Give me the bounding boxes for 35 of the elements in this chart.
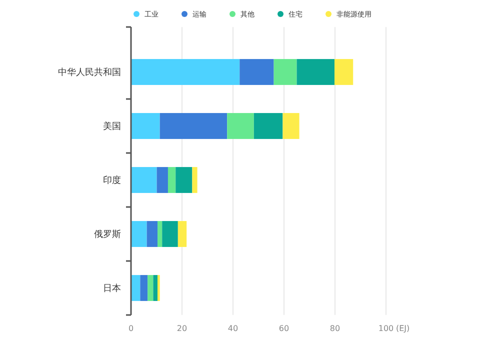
bar <box>146 221 158 247</box>
bar <box>227 113 254 139</box>
bar <box>131 221 147 247</box>
bar <box>176 167 192 193</box>
y-tick-label: 俄罗斯 <box>94 229 121 240</box>
y-tick-label: 日本 <box>103 283 121 294</box>
bar <box>158 221 162 247</box>
x-tick-label: 100 <box>378 324 394 333</box>
bar <box>192 167 198 193</box>
x-axis-title: (EJ) <box>396 324 410 333</box>
x-tick-label: 40 <box>228 324 238 333</box>
bar <box>254 113 283 139</box>
bar <box>156 167 168 193</box>
y-tick-label: 美国 <box>103 121 121 132</box>
bar <box>178 221 187 247</box>
bar <box>148 275 154 301</box>
bar <box>160 113 228 139</box>
bar <box>131 167 157 193</box>
bar <box>274 59 297 85</box>
bar <box>162 221 178 247</box>
y-tick-label: 中华人民共和国 <box>58 67 121 78</box>
bar <box>296 59 334 85</box>
bar <box>334 59 354 85</box>
bar <box>282 113 300 139</box>
x-tick-label: 20 <box>176 324 188 333</box>
bar <box>153 275 158 301</box>
x-tick-label: 0 <box>128 324 134 333</box>
x-tick-label: 60 <box>278 324 290 333</box>
bar <box>168 167 176 193</box>
bar <box>240 59 274 85</box>
bar <box>131 113 160 139</box>
y-tick-label: 印度 <box>103 175 121 186</box>
x-tick-label: 80 <box>330 324 340 333</box>
bar <box>140 275 148 301</box>
bar <box>131 59 240 85</box>
